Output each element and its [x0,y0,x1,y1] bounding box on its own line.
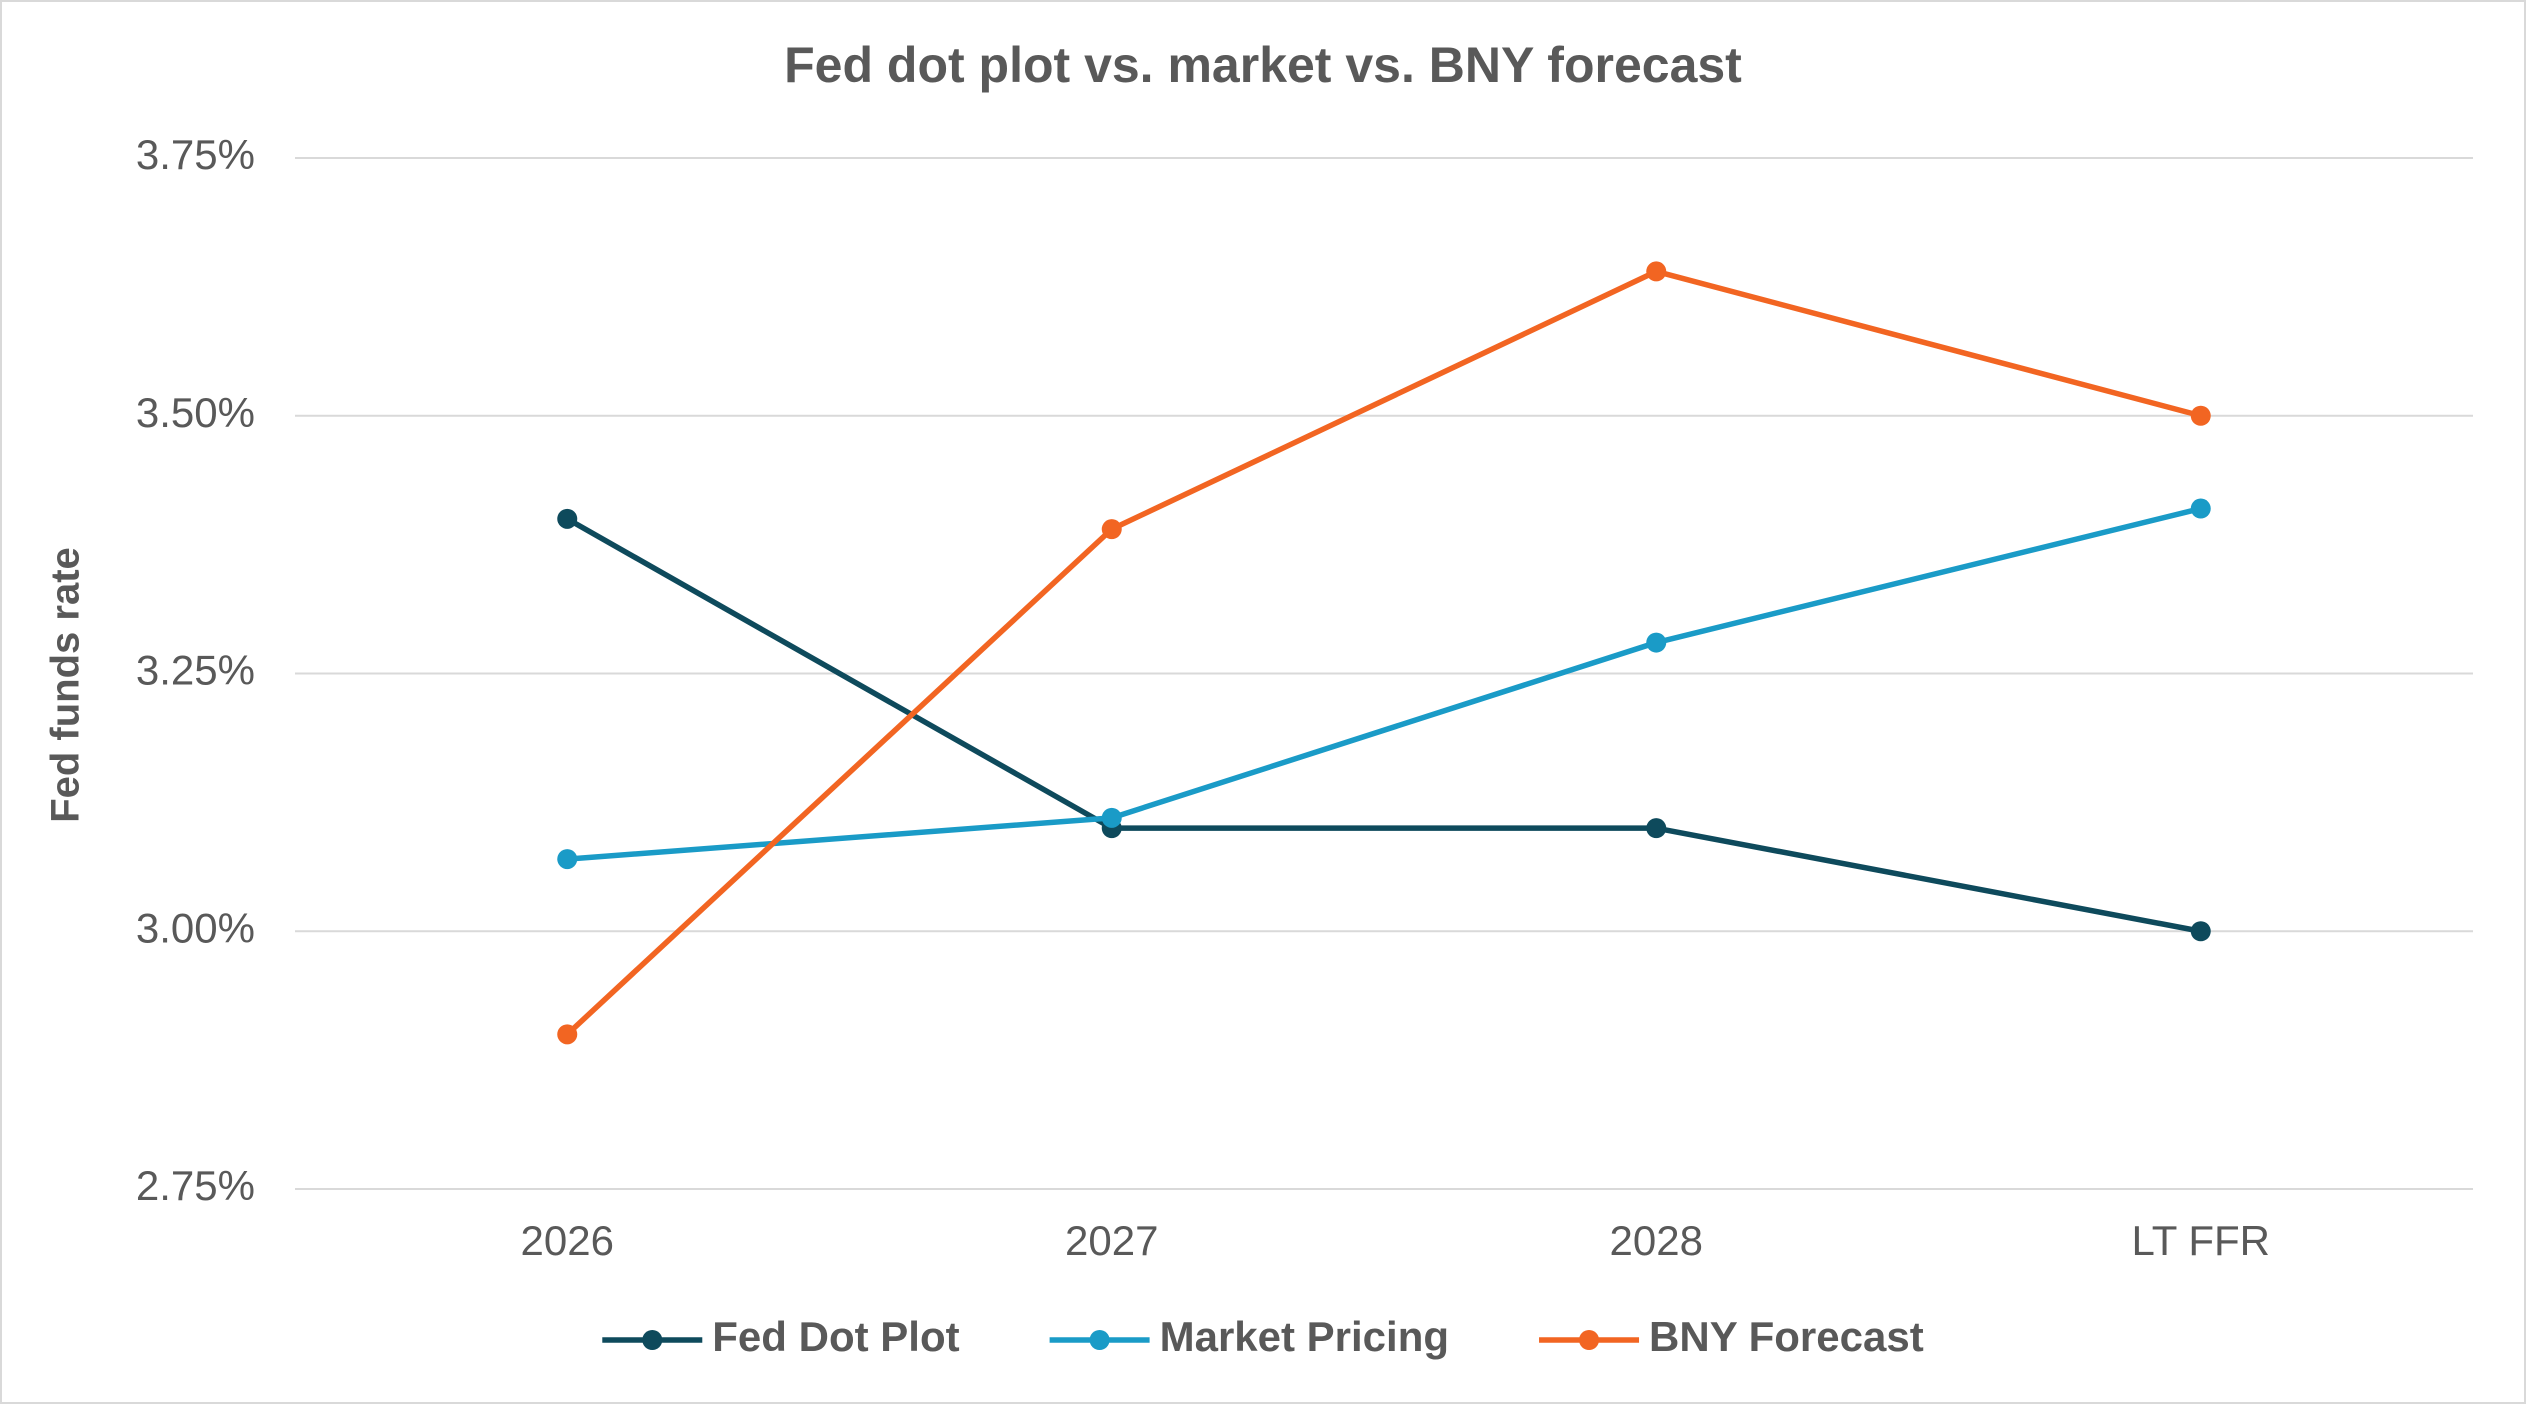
data-point [1101,519,1122,540]
data-point [1101,807,1122,828]
x-tick-label: 2027 [1065,1217,1158,1264]
legend-marker [1579,1330,1600,1350]
y-tick-label: 3.75% [136,131,255,178]
legend-marker [642,1330,663,1350]
series-line [565,516,2202,934]
legend-marker [1089,1330,1110,1350]
data-point [2190,405,2211,426]
y-tick-label: 3.50% [136,389,255,436]
chart-title: Fed dot plot vs. market vs. BNY forecast [784,37,1742,93]
y-tick-label: 2.75% [136,1162,255,1209]
data-point [557,849,578,870]
data-point [2190,921,2211,942]
x-tick-label: 2026 [521,1217,614,1264]
x-tick-label: LT FFR [2132,1217,2270,1264]
legend-label: Market Pricing [1160,1313,1449,1360]
series-line [565,268,2202,1037]
y-axis-label: Fed funds rate [44,547,88,823]
data-point [1646,632,1667,653]
data-point [557,1024,578,1045]
series-line [567,505,2202,862]
legend-label: Fed Dot Plot [712,1313,959,1360]
x-tick-label: 2028 [1610,1217,1703,1264]
y-tick-label: 3.00% [136,904,255,951]
data-point [557,508,578,529]
y-tick-label: 3.25% [136,647,255,694]
legend-label: BNY Forecast [1649,1313,1924,1360]
data-point [1646,261,1667,282]
data-point [2190,498,2211,519]
data-point [1646,818,1667,839]
